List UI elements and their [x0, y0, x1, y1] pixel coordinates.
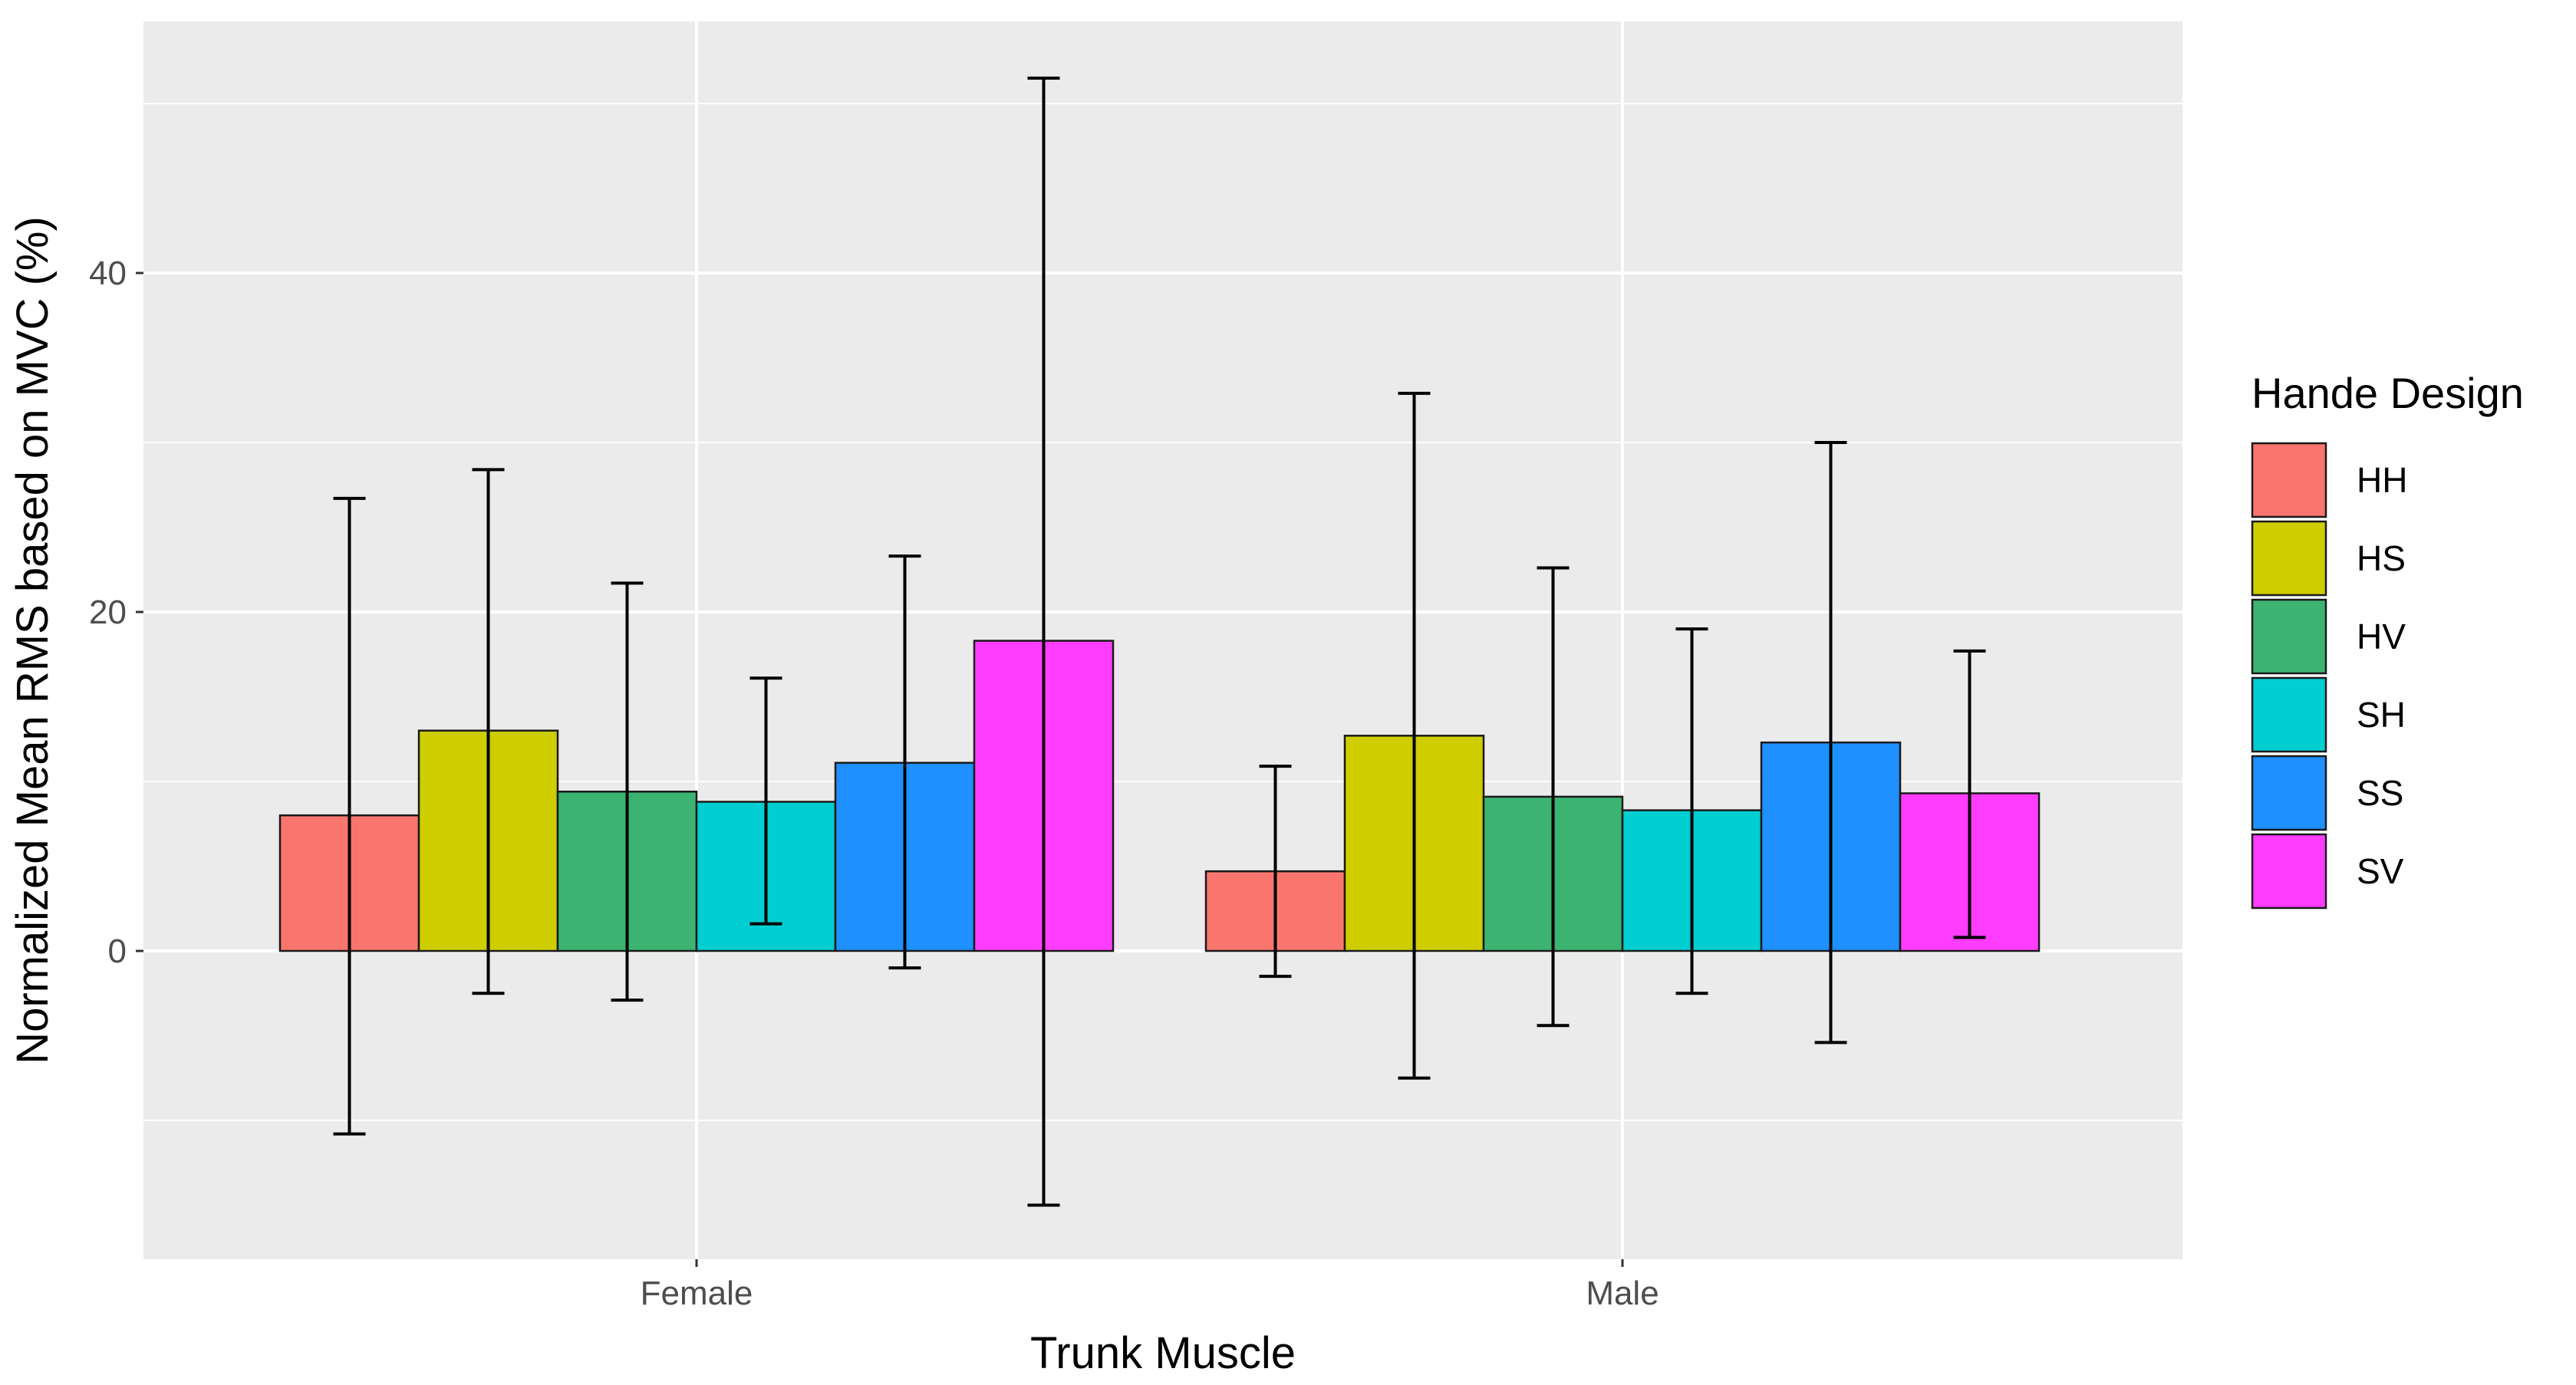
legend-title: Hande Design — [2252, 369, 2524, 417]
legend-label-ss: SS — [2357, 773, 2403, 813]
legend-key-sv — [2251, 833, 2327, 910]
x-axis-ticks: Female Male — [641, 1259, 1659, 1312]
y-tick-label: 20 — [89, 594, 127, 631]
legend-key-sh — [2251, 676, 2327, 753]
legend-label-sv: SV — [2357, 851, 2404, 891]
y-axis-ticks: 0 20 40 — [89, 255, 143, 970]
legend: Hande Design HH HS HV SH SS SV — [2251, 369, 2524, 910]
x-tick-label-male: Male — [1586, 1275, 1659, 1312]
legend-key-hv — [2251, 598, 2327, 675]
legend-key-hs — [2251, 520, 2327, 597]
error-bar-group — [333, 76, 1986, 1207]
y-axis-title: Normalized Mean RMS based on MVC (%) — [8, 216, 58, 1064]
y-tick-label: 0 — [108, 933, 127, 970]
legend-key-ss — [2251, 755, 2327, 831]
x-axis-title: Trunk Muscle — [1030, 1328, 1296, 1378]
legend-label-hv: HV — [2357, 617, 2406, 656]
y-tick-label: 40 — [89, 255, 127, 292]
legend-label-sh: SH — [2357, 695, 2406, 735]
legend-label-hh: HH — [2357, 460, 2407, 500]
legend-key-hh — [2251, 442, 2327, 518]
plot-panel — [143, 21, 2182, 1259]
legend-label-hs: HS — [2357, 538, 2406, 578]
x-tick-label-female: Female — [641, 1275, 753, 1312]
